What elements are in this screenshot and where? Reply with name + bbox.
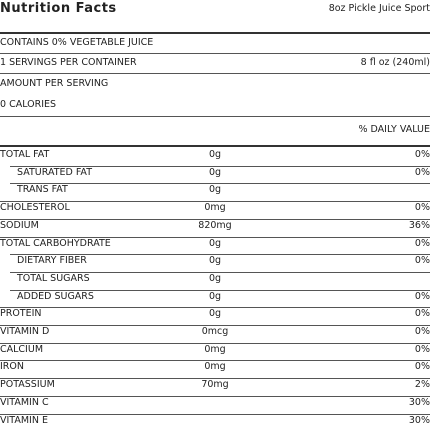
daily-value-header: % DAILY VALUE xyxy=(358,124,430,135)
daily-value: 0% xyxy=(414,255,430,267)
nutrient-label: VITAMIN D xyxy=(0,326,50,337)
divider xyxy=(0,73,430,74)
nutrient-amount: 0g xyxy=(208,255,222,267)
divider xyxy=(0,32,430,34)
calories: 0 CALORIES xyxy=(0,99,57,110)
nutrient-label: PROTEIN xyxy=(0,308,42,320)
nutrient-label: CHOLESTEROL xyxy=(0,202,70,214)
row-divider xyxy=(0,325,430,326)
nutrient-label: VITAMIN E xyxy=(0,414,48,426)
row-divider xyxy=(10,289,430,291)
nutrient-amount: 0g xyxy=(208,308,222,320)
nutrient-label: POTASSIUM xyxy=(0,379,55,391)
contains: CONTAINS 0% VEGETABLE JUICE xyxy=(0,37,154,48)
nutrient-label: SODIUM xyxy=(0,219,39,231)
row-divider xyxy=(0,413,430,415)
daily-value: 36% xyxy=(408,219,430,231)
daily-value: 30% xyxy=(408,396,430,408)
nutrient-label: DIETARY FIBER xyxy=(17,255,87,267)
nutrient-label: CALCIUM xyxy=(0,343,44,355)
nutrient-amount: 0g xyxy=(208,166,222,178)
daily-value: 0% xyxy=(414,361,430,373)
divider xyxy=(0,145,430,147)
daily-value: 0% xyxy=(414,237,430,249)
product-name: 8oz Pickle Juice Sport xyxy=(328,3,430,14)
row-divider xyxy=(10,183,430,185)
row-divider xyxy=(0,395,430,397)
row-divider xyxy=(0,307,430,309)
daily-value: 0% xyxy=(414,149,430,160)
servings: 1 SERVINGS PER CONTAINER xyxy=(0,57,137,68)
row-divider xyxy=(10,165,430,167)
nutrient-amount: 820mg xyxy=(198,219,232,231)
nutrient-label: VITAMIN C xyxy=(0,396,49,408)
daily-value: 0% xyxy=(414,166,430,178)
row-divider xyxy=(0,201,430,203)
nutrient-label: ADDED SUGARS xyxy=(17,290,94,302)
nutrient-amount: 0g xyxy=(208,237,222,249)
title: Nutrition Facts xyxy=(0,1,117,16)
row-divider xyxy=(10,254,430,256)
row-divider xyxy=(0,218,430,220)
nutrient-label: TOTAL FAT xyxy=(0,149,50,160)
divider xyxy=(0,116,430,117)
serving-size: 8 fl oz (240ml) xyxy=(360,57,430,68)
nutrient-label: TOTAL SUGARS xyxy=(17,272,90,284)
nutrient-label: TOTAL CARBOHYDRATE xyxy=(0,237,111,249)
daily-value: 2% xyxy=(414,379,430,391)
daily-value: 0% xyxy=(414,290,430,302)
divider xyxy=(0,53,430,54)
nutrient-amount: 0g xyxy=(208,272,222,284)
nutrient-amount: 0mcg xyxy=(201,326,229,337)
amount-per-serving: AMOUNT PER SERVING xyxy=(0,78,109,89)
row-divider xyxy=(0,360,430,362)
row-divider xyxy=(0,378,430,380)
row-divider xyxy=(0,236,430,238)
row-divider xyxy=(0,342,430,344)
nutrient-amount: 0g xyxy=(208,184,222,196)
nutrient-amount: 0g xyxy=(208,290,222,302)
nutrient-amount: 0mg xyxy=(204,202,226,214)
daily-value: 0% xyxy=(414,202,430,214)
daily-value: 0% xyxy=(414,326,430,337)
nutrient-label: SATURATED FAT xyxy=(17,166,92,178)
nutrient-amount: 70mg xyxy=(201,379,229,391)
row-divider xyxy=(10,271,430,273)
nutrient-label: TRANS FAT xyxy=(17,184,68,196)
daily-value: 0% xyxy=(414,343,430,355)
nutrient-amount: 0mg xyxy=(204,343,226,355)
daily-value: 30% xyxy=(408,414,430,426)
nutrient-label: IRON xyxy=(0,361,24,373)
nutrient-amount: 0mg xyxy=(204,361,226,373)
nutrient-amount: 0g xyxy=(208,149,222,160)
daily-value: 0% xyxy=(414,308,430,320)
